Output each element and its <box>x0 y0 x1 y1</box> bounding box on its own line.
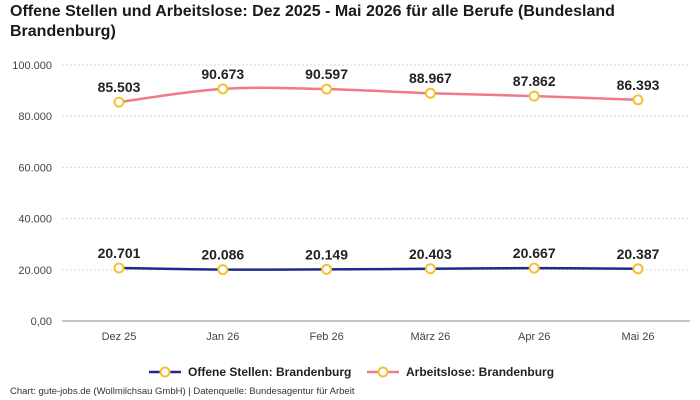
data-point-offene-stellen[interactable] <box>528 262 540 274</box>
series-line-offene-stellen <box>118 266 639 271</box>
x-tick-label: Jan 26 <box>206 331 239 343</box>
y-tick-label: 0,00 <box>31 316 52 328</box>
data-point-offene-stellen[interactable] <box>632 263 644 275</box>
x-tick-label: Mai 26 <box>621 331 654 343</box>
data-point-offene-stellen[interactable] <box>217 264 229 276</box>
y-tick-label: 20.000 <box>18 265 52 277</box>
data-label-arbeitslose: 90.673 <box>201 66 244 82</box>
legend: Offene Stellen: Brandenburg Arbeitslose:… <box>0 363 700 381</box>
data-labels: 20.701 20.086 20.149 20.403 20.667 20.387 85.5… <box>98 66 660 263</box>
y-tick-label: 80.000 <box>18 111 52 123</box>
data-point-arbeitslose[interactable] <box>424 87 436 99</box>
data-point-arbeitslose[interactable] <box>113 96 125 108</box>
legend-item-arbeitslose[interactable]: Arbeitslose: Brandenburg <box>366 363 554 381</box>
data-label-arbeitslose: 85.503 <box>98 79 141 95</box>
data-label-offene-stellen: 20.387 <box>617 246 660 262</box>
x-tick-label: Dez 25 <box>102 331 137 343</box>
grid-lines <box>62 64 690 322</box>
data-label-offene-stellen: 20.701 <box>98 245 141 261</box>
y-tick-label: 100.000 <box>12 60 52 72</box>
x-tick-label: Feb 26 <box>309 331 343 343</box>
data-point-offene-stellen[interactable] <box>424 263 436 275</box>
x-tick-label: März 26 <box>411 331 451 343</box>
data-point-arbeitslose[interactable] <box>528 90 540 102</box>
data-label-offene-stellen: 20.086 <box>201 247 244 263</box>
legend-label-arbeitslose: Arbeitslose: Brandenburg <box>406 365 555 379</box>
series-group <box>113 83 644 276</box>
legend-item-offene-stellen[interactable]: Offene Stellen: Brandenburg <box>148 363 351 381</box>
data-point-offene-stellen[interactable] <box>321 263 333 275</box>
data-label-offene-stellen: 20.667 <box>513 245 556 261</box>
data-point-arbeitslose[interactable] <box>632 94 644 106</box>
line-chart: 0,00 20.000 40.000 60.000 80.000 100.000 Dez … <box>12 60 690 343</box>
data-label-offene-stellen: 20.403 <box>409 246 452 262</box>
y-tick-label: 40.000 <box>18 214 52 226</box>
y-axis-ticks: 0,00 20.000 40.000 60.000 80.000 100.000 <box>12 60 52 328</box>
legend-swatch-arbeitslose <box>367 366 399 378</box>
data-label-arbeitslose: 87.862 <box>513 73 556 89</box>
legend-swatch-offene-stellen <box>149 366 181 378</box>
chart-title: Offene Stellen und Arbeitslose: Dez 2025… <box>10 3 615 40</box>
legend-label-offene-stellen: Offene Stellen: Brandenburg <box>188 365 352 379</box>
data-label-arbeitslose: 90.597 <box>305 66 348 82</box>
data-point-offene-stellen[interactable] <box>113 262 125 274</box>
x-axis-ticks: Dez 25 Jan 26 Feb 26 März 26 Apr 26 Mai 26 <box>102 331 655 343</box>
data-point-arbeitslose[interactable] <box>217 83 229 95</box>
data-label-arbeitslose: 88.967 <box>409 70 452 86</box>
y-tick-label: 60.000 <box>18 162 52 174</box>
source-note: Chart: gute-jobs.de (Wollmilchsau GmbH) … <box>10 386 355 397</box>
series-line-arbeitslose <box>118 86 639 104</box>
data-label-arbeitslose: 86.393 <box>617 77 660 93</box>
data-label-offene-stellen: 20.149 <box>305 246 348 262</box>
x-tick-label: Apr 26 <box>518 331 550 343</box>
data-point-arbeitslose[interactable] <box>321 83 333 95</box>
